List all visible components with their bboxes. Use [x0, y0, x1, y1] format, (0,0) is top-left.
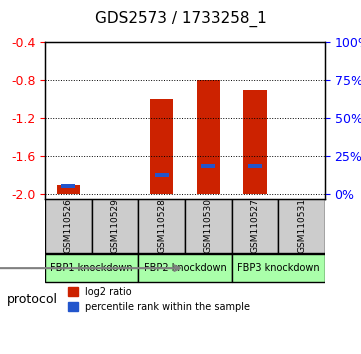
Bar	[197, 80, 220, 194]
Text: GSM110531: GSM110531	[297, 198, 306, 253]
Bar	[61, 184, 75, 188]
Bar	[201, 164, 215, 167]
Bar	[155, 173, 169, 177]
Bar	[243, 90, 267, 194]
Text: GSM110529: GSM110529	[110, 198, 119, 253]
FancyBboxPatch shape	[185, 199, 232, 252]
FancyBboxPatch shape	[92, 199, 138, 252]
FancyBboxPatch shape	[232, 199, 278, 252]
Text: FBP1 knockdown: FBP1 knockdown	[51, 263, 133, 273]
Bar	[150, 99, 173, 194]
FancyBboxPatch shape	[45, 254, 138, 282]
Text: GSM110526: GSM110526	[64, 198, 73, 253]
Text: GDS2573 / 1733258_1: GDS2573 / 1733258_1	[95, 11, 266, 27]
Text: FBP2 knockdown: FBP2 knockdown	[144, 263, 226, 273]
Text: GSM110530: GSM110530	[204, 198, 213, 253]
Legend: log2 ratio, percentile rank within the sample: log2 ratio, percentile rank within the s…	[64, 283, 254, 316]
FancyBboxPatch shape	[232, 254, 325, 282]
Text: FBP3 knockdown: FBP3 knockdown	[237, 263, 319, 273]
FancyBboxPatch shape	[45, 199, 92, 252]
Bar	[248, 164, 262, 167]
Text: GSM110528: GSM110528	[157, 198, 166, 253]
FancyBboxPatch shape	[138, 254, 232, 282]
FancyBboxPatch shape	[278, 199, 325, 252]
Bar	[57, 185, 80, 194]
Text: protocol: protocol	[7, 293, 58, 306]
Text: GSM110527: GSM110527	[251, 198, 260, 253]
FancyBboxPatch shape	[138, 199, 185, 252]
